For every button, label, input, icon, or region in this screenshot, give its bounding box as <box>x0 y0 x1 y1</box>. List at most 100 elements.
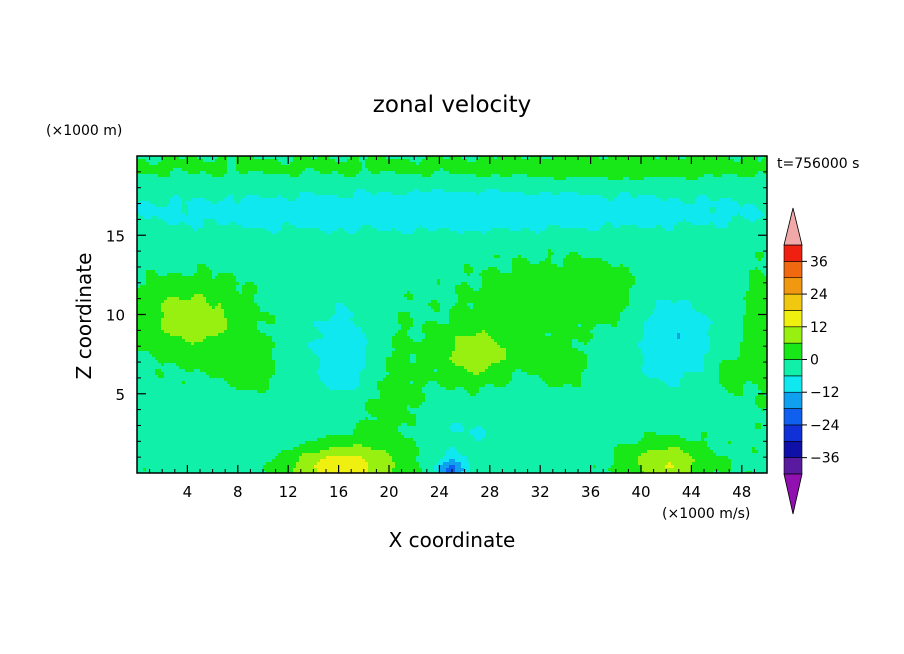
contour-cell <box>137 243 767 247</box>
contour-cell <box>437 300 459 304</box>
x-tick-label: 36 <box>581 483 600 501</box>
contour-cell <box>584 342 588 346</box>
contour-cell <box>758 384 767 388</box>
contour-cell <box>314 324 357 328</box>
contour-cell <box>560 225 603 229</box>
contour-cell <box>137 312 165 316</box>
contour-cell <box>392 456 417 460</box>
contour-cell <box>413 324 423 328</box>
contour-cell <box>617 324 645 328</box>
contour-cell <box>464 426 477 430</box>
contour-cell <box>212 270 465 274</box>
contour-cell <box>455 465 462 469</box>
contour-cell <box>710 222 714 226</box>
contour-cell <box>317 462 369 466</box>
contour-cell <box>635 282 750 286</box>
contour-cell <box>530 156 543 160</box>
contour-cell <box>266 390 381 394</box>
contour-cell <box>761 210 767 214</box>
contour-cell <box>710 342 741 346</box>
contour-cell <box>182 198 192 202</box>
contour-cell <box>656 300 672 304</box>
contour-cell <box>686 219 732 223</box>
contour-cell <box>704 366 720 370</box>
contour-cell <box>398 312 411 316</box>
contour-cell <box>137 411 369 415</box>
contour-cell <box>326 435 405 439</box>
contour-cell <box>602 225 615 229</box>
contour-cell <box>512 378 543 382</box>
contour-cell <box>455 387 465 391</box>
contour-cell <box>512 270 630 274</box>
contour-cell <box>707 333 744 337</box>
contour-cell <box>137 207 183 211</box>
contour-cell <box>674 225 717 229</box>
contour-cell <box>551 192 561 196</box>
contour-cell <box>137 195 174 199</box>
contour-cell <box>455 336 492 340</box>
contour-cell <box>209 375 273 379</box>
contour-cell <box>215 276 237 280</box>
contour-cell <box>137 159 147 163</box>
contour-cell <box>620 312 654 316</box>
contour-cell <box>677 222 693 226</box>
contour-cell <box>170 174 213 178</box>
x-tick-label: 44 <box>682 483 701 501</box>
contour-cell <box>137 393 381 397</box>
contour-cell <box>137 465 264 469</box>
contour-cell <box>539 261 552 265</box>
contour-cell <box>752 471 767 473</box>
contour-cell <box>713 450 753 454</box>
contour-cell <box>551 258 564 262</box>
contour-cell <box>641 468 693 472</box>
contour-cell <box>377 228 393 232</box>
contour-cell <box>629 177 645 181</box>
contour-cell <box>692 456 729 460</box>
contour-cell <box>320 228 339 232</box>
contour-cell <box>410 405 420 409</box>
contour-cell <box>137 363 162 367</box>
contour-cell <box>746 303 767 307</box>
contour-cell <box>257 291 408 295</box>
contour-cell <box>470 432 486 436</box>
contour-cell <box>464 387 480 391</box>
contour-cell <box>605 222 612 226</box>
contour-cell <box>317 369 363 373</box>
contour-cell <box>425 384 441 388</box>
contour-cell <box>638 345 711 349</box>
contour-cell <box>761 258 767 262</box>
contour-cell <box>344 303 429 307</box>
contour-cell <box>191 225 204 229</box>
contour-cell <box>485 231 537 235</box>
contour-cell <box>245 282 255 286</box>
contour-cell <box>755 396 767 400</box>
contour-cell <box>638 225 657 229</box>
contour-cell <box>413 189 420 193</box>
contour-cell <box>308 345 366 349</box>
contour-cell <box>236 165 363 169</box>
contour-cell <box>551 249 767 253</box>
contour-cell <box>473 288 480 292</box>
contour-cell <box>710 336 744 340</box>
contour-cell <box>470 306 474 310</box>
contour-cell <box>368 156 387 160</box>
contour-cell <box>716 453 767 457</box>
contour-cell <box>368 411 411 415</box>
contour-cell <box>167 204 183 208</box>
contour-cell <box>281 225 297 229</box>
contour-cell <box>371 225 420 229</box>
contour-cell <box>236 159 279 163</box>
contour-cell <box>680 435 702 439</box>
contour-cell <box>365 348 396 352</box>
contour-cell <box>440 471 447 473</box>
contour-cell <box>464 366 489 370</box>
contour-cell <box>746 300 767 304</box>
contour-cell <box>269 381 324 385</box>
contour-cell <box>137 267 198 271</box>
contour-cell <box>191 297 207 301</box>
contour-cell <box>629 300 657 304</box>
contour-cell <box>353 444 363 448</box>
contour-cell <box>272 357 321 361</box>
contour-cell <box>137 240 767 244</box>
contour-cell <box>137 450 282 454</box>
